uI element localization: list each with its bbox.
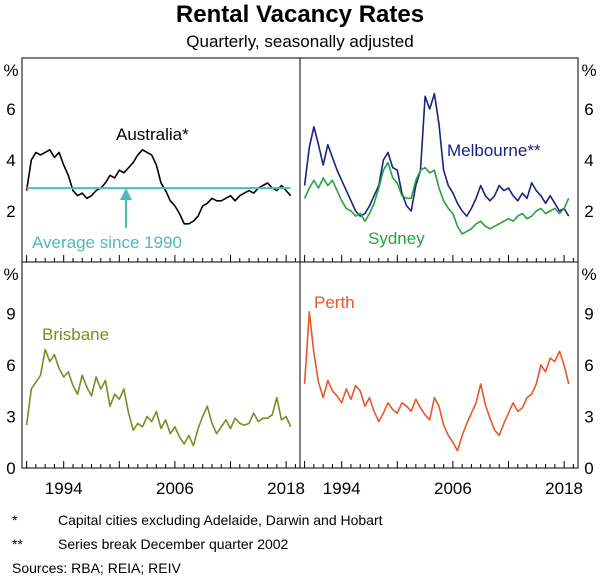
xtick-label-bottom-left-2: 2018: [267, 479, 305, 498]
ytick-label-top-right-0: 2: [584, 202, 593, 221]
ytick-label-bottom-right-0: 0: [584, 459, 593, 478]
ytick-label-top-left-2: 6: [6, 100, 15, 119]
series-line-sydney: [303, 161, 570, 235]
xtick-label-bottom-right-1: 2006: [434, 479, 472, 498]
footnote-marker-2: **: [12, 536, 23, 552]
label-melbourne: Melbourne**: [447, 141, 541, 160]
label-australia: Australia*: [116, 125, 189, 144]
ytick-label-top-left-1: 4: [6, 151, 15, 170]
footnote-text-1: Capital cities excluding Adelaide, Darwi…: [58, 512, 383, 528]
label-sydney: Sydney: [368, 229, 425, 248]
ytick-label-top-right-2: 6: [584, 100, 593, 119]
ytick-label-bottom-left-3: 9: [6, 305, 15, 324]
footnote-text-2: Series break December quarter 2002: [58, 536, 289, 552]
ytick-label-bottom-right-2: 6: [584, 356, 593, 375]
label-perth: Perth: [314, 293, 355, 312]
chart-title: Rental Vacancy Rates: [176, 1, 424, 28]
panels-group: % 2 4 6% 2 4 6% 0 3 6 9 1994 2006 2018% 0 3 6 9 1994 2006 20…: [3, 57, 597, 498]
series-line-perth: [303, 310, 570, 452]
ytick-label-bottom-right-3: 9: [584, 305, 593, 324]
ytick-label-bottom-left-1: 3: [6, 408, 15, 427]
series-line-melbourne: [303, 92, 570, 217]
xtick-label-bottom-right-0: 1994: [323, 479, 361, 498]
unit-label-bottom-right: %: [581, 265, 596, 284]
label-brisbane: Brisbane: [42, 325, 109, 344]
unit-label-top-left: %: [3, 61, 18, 80]
ytick-label-top-right-1: 4: [584, 151, 593, 170]
label-average: Average since 1990: [32, 233, 182, 252]
xtick-label-bottom-left-1: 2006: [156, 479, 194, 498]
ytick-label-top-left-0: 2: [6, 202, 15, 221]
xtick-label-bottom-left-0: 1994: [45, 479, 83, 498]
average-arrow: [120, 188, 132, 228]
series-line-brisbane: [25, 348, 292, 447]
xtick-label-bottom-right-2: 2018: [545, 479, 583, 498]
ytick-label-bottom-left-2: 6: [6, 356, 15, 375]
sources: Sources: RBA; REIA; REIV: [12, 560, 181, 576]
ytick-label-bottom-right-1: 3: [584, 408, 593, 427]
unit-label-bottom-left: %: [3, 265, 18, 284]
ytick-label-bottom-left-0: 0: [6, 459, 15, 478]
footnote-marker-1: *: [12, 512, 18, 528]
unit-label-top-right: %: [581, 61, 596, 80]
chart-subtitle: Quarterly, seasonally adjusted: [186, 32, 413, 51]
series-line-australia: [25, 149, 292, 225]
